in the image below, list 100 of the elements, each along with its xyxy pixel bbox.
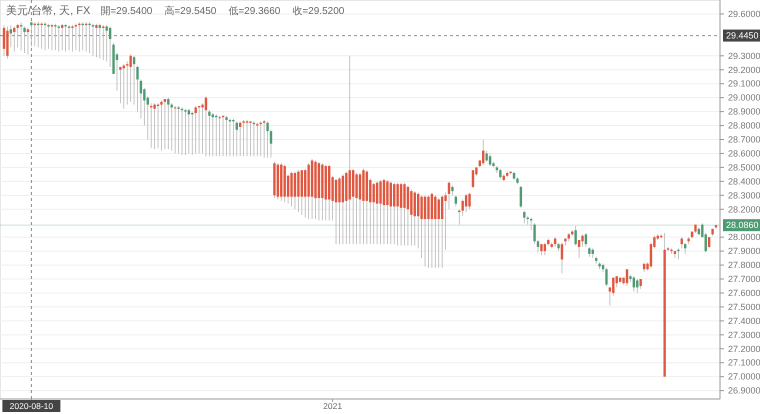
y-tick-label: 27.5000 xyxy=(728,302,760,312)
y-tick-label: 28.0000 xyxy=(728,232,760,242)
candlestick xyxy=(406,185,410,246)
candlestick xyxy=(400,182,402,246)
annotation: 收=29.5200 xyxy=(292,6,345,17)
candlestick xyxy=(438,198,440,268)
candlestick xyxy=(13,26,16,52)
candlestick xyxy=(58,24,60,52)
y-tick-label: 28.8000 xyxy=(728,120,760,131)
candlestick xyxy=(74,23,78,51)
y-tick-label: 27.7000 xyxy=(728,274,760,284)
candlestick xyxy=(30,21,33,47)
y-tick-label: 28.6000 xyxy=(728,148,760,158)
candlestick xyxy=(102,24,104,60)
candlestick xyxy=(47,23,50,50)
candlestick xyxy=(249,120,252,157)
candlestick xyxy=(228,118,232,157)
candlestick xyxy=(98,23,102,59)
candlestick xyxy=(20,22,22,51)
y-tick-label: 28.7000 xyxy=(728,134,760,145)
candlestick xyxy=(174,106,176,154)
candlestick xyxy=(71,24,74,52)
candlestick xyxy=(238,120,242,157)
candlestick xyxy=(184,108,187,156)
candlestick xyxy=(520,185,522,208)
candlestick xyxy=(393,182,396,245)
candlestick xyxy=(639,278,642,290)
y-tick-label: 28.2000 xyxy=(728,204,760,214)
candlestick xyxy=(544,242,546,256)
candlestick xyxy=(212,112,214,157)
candlestick xyxy=(232,118,235,157)
candlestick xyxy=(372,182,375,245)
candlestick xyxy=(78,22,81,52)
y-tick-label: 28.9000 xyxy=(728,106,760,117)
candlestick xyxy=(92,23,94,56)
y-tick-label: 29.2000 xyxy=(728,64,760,75)
candlestick xyxy=(132,55,136,106)
y-tick-label: 27.0000 xyxy=(728,372,760,382)
candlestick xyxy=(88,22,91,54)
candlestick xyxy=(84,22,88,52)
candlestick xyxy=(153,102,156,150)
candlestick xyxy=(122,64,126,110)
y-tick-label: 29.6000 xyxy=(728,8,760,19)
candlestick xyxy=(266,120,269,158)
candlestick xyxy=(390,180,392,245)
y-tick-label: 29.1000 xyxy=(728,78,760,89)
candlestick xyxy=(34,22,36,46)
candlestick xyxy=(540,244,543,256)
candlestick xyxy=(708,236,710,249)
candlestick xyxy=(150,102,152,148)
annotation: 低=29.3660 xyxy=(228,6,281,17)
candlestick xyxy=(530,217,532,231)
candlestick xyxy=(588,246,591,258)
y-tick-label: 27.4000 xyxy=(728,316,760,326)
candlestick xyxy=(386,180,389,245)
x-tick-label: 2020-08-10 xyxy=(10,401,54,411)
candlestick xyxy=(499,168,502,179)
annotation: 開=29.5400 xyxy=(100,6,153,17)
candlestick xyxy=(420,194,423,258)
candlestick xyxy=(218,115,221,157)
candlestick xyxy=(262,120,266,158)
y-tick-label: 29.0000 xyxy=(728,92,760,103)
y-tick-label: 28.3000 xyxy=(728,190,760,200)
candlestick xyxy=(632,276,636,292)
candlestick xyxy=(451,185,454,196)
candlestick xyxy=(177,106,180,154)
candlestick xyxy=(458,208,460,226)
candlestick xyxy=(256,122,259,157)
candlestick xyxy=(54,23,57,51)
candlestick xyxy=(454,194,458,207)
candlestick xyxy=(246,120,248,157)
candlestick xyxy=(584,232,588,248)
candlestick xyxy=(464,194,468,212)
y-tick-label: 28.5000 xyxy=(728,162,760,172)
y-tick-label: 27.2000 xyxy=(728,344,760,354)
candlestick xyxy=(68,24,70,51)
ref-line-label: 28.0860 xyxy=(726,220,759,230)
candlestick xyxy=(396,182,399,246)
candlestick xyxy=(37,21,40,48)
candlestick xyxy=(194,106,197,154)
candlestick xyxy=(355,172,358,245)
y-tick-label: 27.3000 xyxy=(728,330,760,340)
candlestick xyxy=(680,236,683,249)
ref-line-label: 29.4450 xyxy=(726,30,759,41)
candlestick xyxy=(95,23,98,58)
candlestick xyxy=(376,180,378,245)
candlestick xyxy=(677,248,680,260)
x-tick-label: 2021 xyxy=(323,401,342,411)
y-tick-label: 27.1000 xyxy=(728,358,760,368)
candlestick xyxy=(554,236,556,248)
candlestick xyxy=(164,98,166,150)
candlestick xyxy=(40,22,43,50)
candlestick xyxy=(410,189,413,246)
candlestick xyxy=(242,120,245,157)
candlestick xyxy=(16,23,19,48)
candlestick xyxy=(129,54,132,102)
candlestick xyxy=(188,108,190,154)
candlestick xyxy=(636,278,638,294)
y-tick-label: 29.3000 xyxy=(728,50,760,61)
y-tick-label: 26.9000 xyxy=(728,386,760,396)
